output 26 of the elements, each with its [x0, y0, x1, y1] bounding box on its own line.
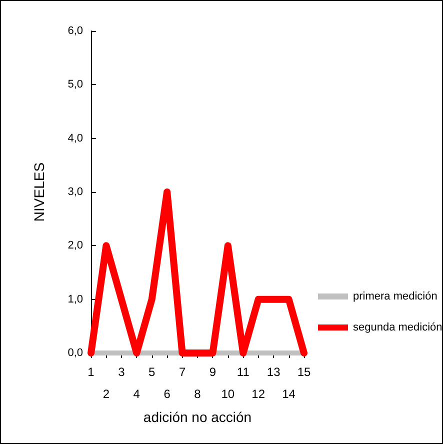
y-tick-label: 2,0 [68, 240, 83, 252]
x-tick-label: 1 [88, 365, 95, 379]
x-tick-label: 13 [266, 365, 281, 379]
x-tick-label: 15 [297, 365, 311, 379]
x-tick-label: 9 [209, 365, 216, 379]
x-tick-label: 10 [221, 387, 235, 401]
x-tick-label: 7 [178, 365, 186, 379]
y-tick-label: 6,0 [68, 25, 83, 37]
legend-label: segunda medición [353, 322, 442, 334]
x-tick-label: 5 [148, 365, 156, 379]
x-tick-label: 12 [252, 387, 266, 401]
x-tick-label: 8 [194, 387, 202, 401]
x-tick-label: 4 [133, 387, 140, 401]
y-tick-label: 0,0 [68, 347, 83, 359]
x-axis-title: adición no acción [143, 408, 252, 425]
legend-label: primera medición [353, 290, 438, 302]
x-tick-label: 11 [236, 365, 250, 379]
x-tick-label: 14 [282, 387, 296, 401]
x-tick-label: 3 [118, 365, 126, 379]
y-axis-title: NIVELES [31, 162, 47, 222]
y-tick-label: 3,0 [68, 186, 83, 198]
x-tick-label: 6 [164, 387, 171, 401]
y-tick-label: 1,0 [68, 293, 83, 306]
y-tick-label: 4,0 [68, 132, 83, 144]
y-tick-label: 5,0 [68, 78, 83, 91]
x-tick-label: 2 [102, 387, 110, 401]
